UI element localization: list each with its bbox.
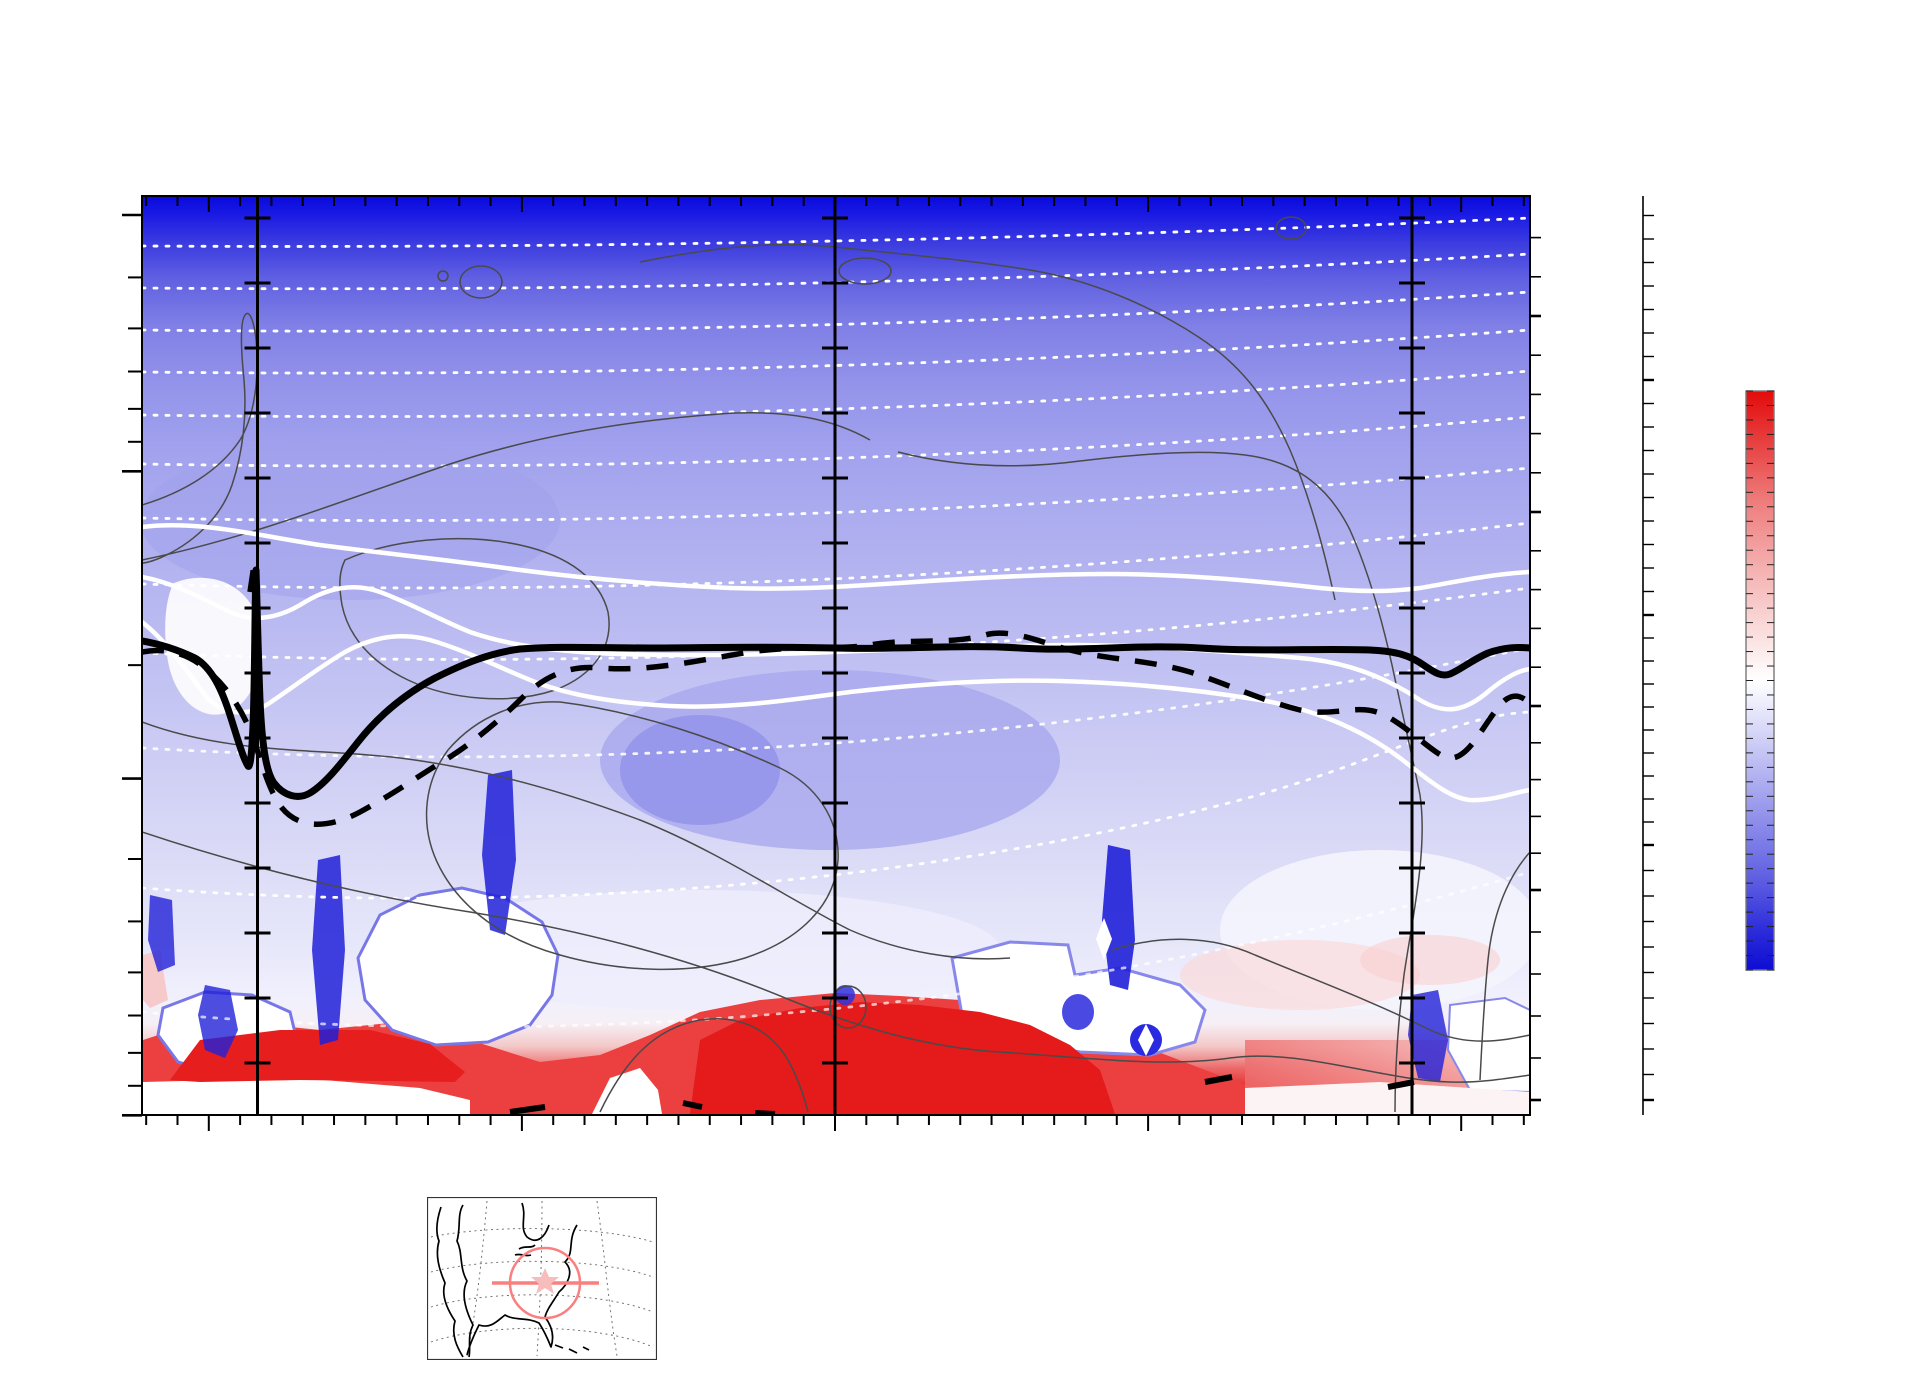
surface-tropopause-marks — [509, 1074, 1415, 1115]
map-inset — [427, 1197, 657, 1360]
wind-speed-contours — [142, 216, 1530, 1113]
reference-lines — [244, 196, 1425, 1115]
axis-ticks — [122, 196, 1654, 1131]
so2-filled-field — [142, 196, 1530, 1115]
legend — [1038, 1194, 1455, 1384]
map-center-star — [531, 1268, 559, 1294]
plot-frame — [141, 195, 1531, 1116]
colorbar — [1745, 390, 1775, 971]
map-range-circle — [508, 1246, 582, 1320]
map-coastline — [435, 1202, 590, 1358]
tropopause-line — [142, 566, 1530, 800]
ozone-contours — [142, 523, 1530, 803]
